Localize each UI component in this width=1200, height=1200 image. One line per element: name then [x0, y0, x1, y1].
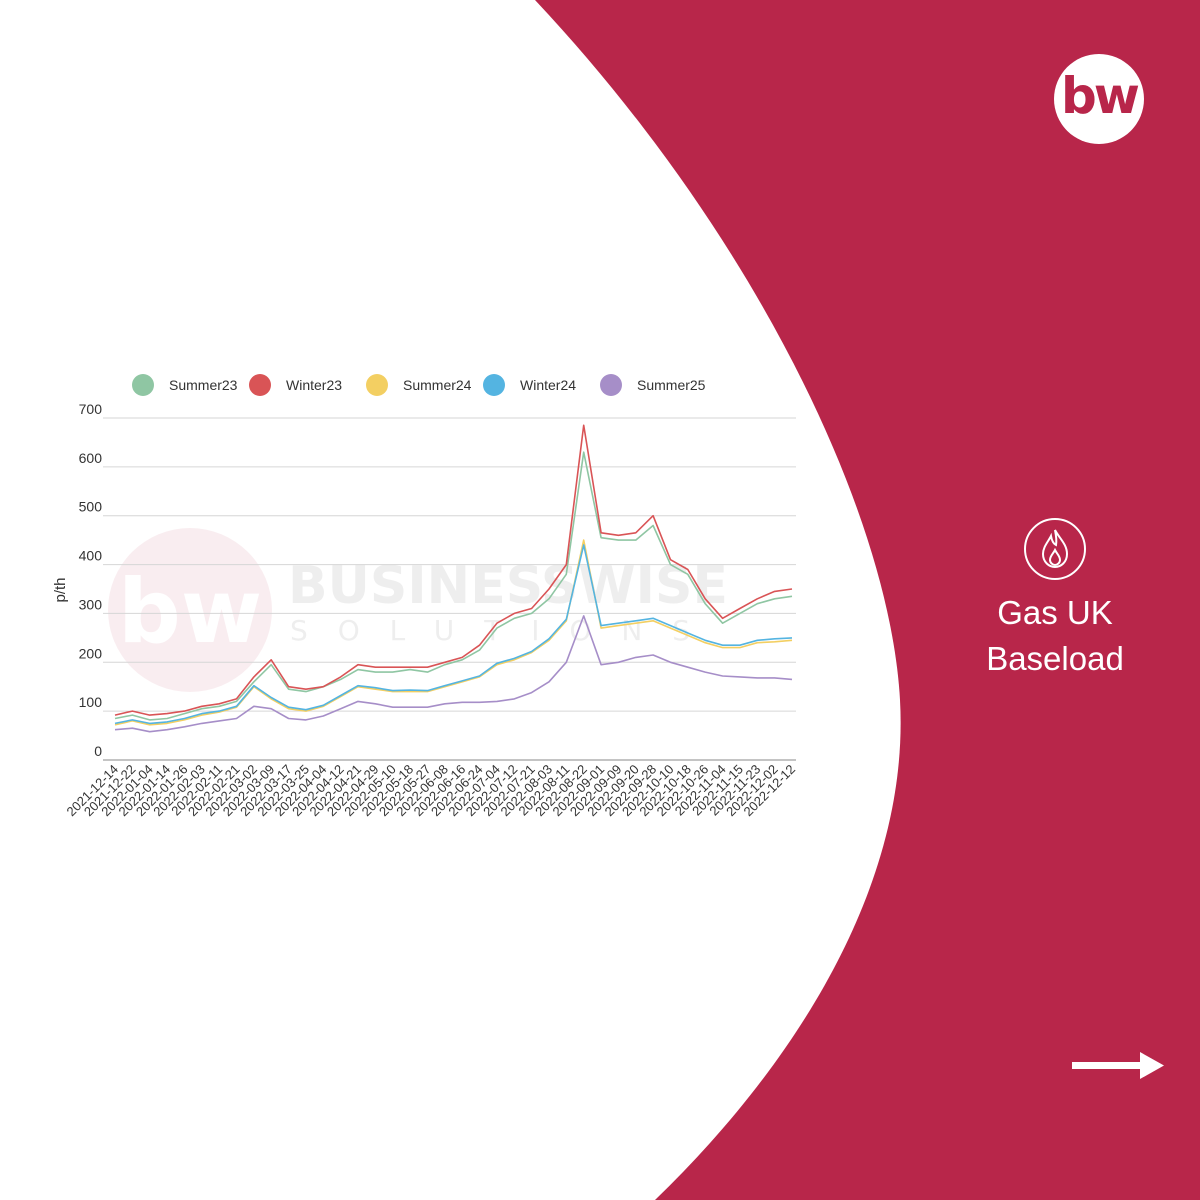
series-line-winter24 [114, 544, 793, 725]
legend-swatch [483, 374, 505, 396]
y-axis: 0 100 200 300 400 500 600 700 [79, 401, 103, 759]
legend-swatch [366, 374, 388, 396]
chart-legend: Summer23 Winter23 Summer24 Winter24 Summer25 [132, 374, 706, 396]
side-title-line1: Gas UK [997, 594, 1113, 631]
legend-item-winter23[interactable]: Winter23 [249, 374, 342, 396]
series-line-summer25 [114, 615, 793, 733]
series-line-summer24 [114, 539, 793, 726]
y-tick-label: 700 [79, 401, 103, 417]
legend-label: Summer23 [169, 377, 238, 393]
x-axis: 2021-12-142021-12-222022-01-042022-01-14… [63, 762, 798, 820]
flame-icon [1024, 518, 1086, 580]
legend-item-summer23[interactable]: Summer23 [132, 374, 238, 396]
y-axis-label: p/th [52, 577, 69, 602]
legend-item-winter24[interactable]: Winter24 [483, 374, 576, 396]
watermark-sub: SOLUTIONS [290, 614, 690, 647]
brand-logo-text: bw [1061, 67, 1140, 125]
series-line-winter23 [114, 424, 793, 716]
legend-swatch [249, 374, 271, 396]
legend-label: Summer24 [403, 377, 472, 393]
legend-item-summer24[interactable]: Summer24 [366, 374, 472, 396]
watermark-logo-text: bw [118, 560, 262, 663]
side-title: Gas UK Baseload [960, 590, 1150, 682]
y-tick-label: 100 [79, 694, 103, 710]
legend-item-summer25[interactable]: Summer25 [600, 374, 706, 396]
legend-swatch [132, 374, 154, 396]
legend-label: Winter24 [520, 377, 576, 393]
legend-label: Summer25 [637, 377, 706, 393]
series-line-summer23 [114, 451, 793, 721]
watermark-logo-circle [108, 528, 272, 692]
side-title-line2: Baseload [986, 640, 1124, 677]
watermark-name: BUSINESSWISE [288, 556, 728, 616]
y-tick-label: 200 [79, 645, 103, 661]
y-tick-label: 400 [79, 548, 103, 564]
legend-swatch [600, 374, 622, 396]
legend-label: Winter23 [286, 377, 342, 393]
y-tick-label: 500 [79, 499, 103, 515]
y-tick-label: 0 [94, 743, 102, 759]
y-tick-label: 600 [79, 450, 103, 466]
gas-price-chart: bw BUSINESSWISE SOLUTIONS Summer23 Winter… [52, 374, 798, 820]
brand-logo: bw [1054, 54, 1144, 144]
chart-series [114, 424, 793, 733]
y-tick-label: 300 [79, 596, 103, 612]
arrow-right-icon[interactable] [1070, 1050, 1166, 1082]
watermark: bw BUSINESSWISE SOLUTIONS [108, 528, 728, 692]
